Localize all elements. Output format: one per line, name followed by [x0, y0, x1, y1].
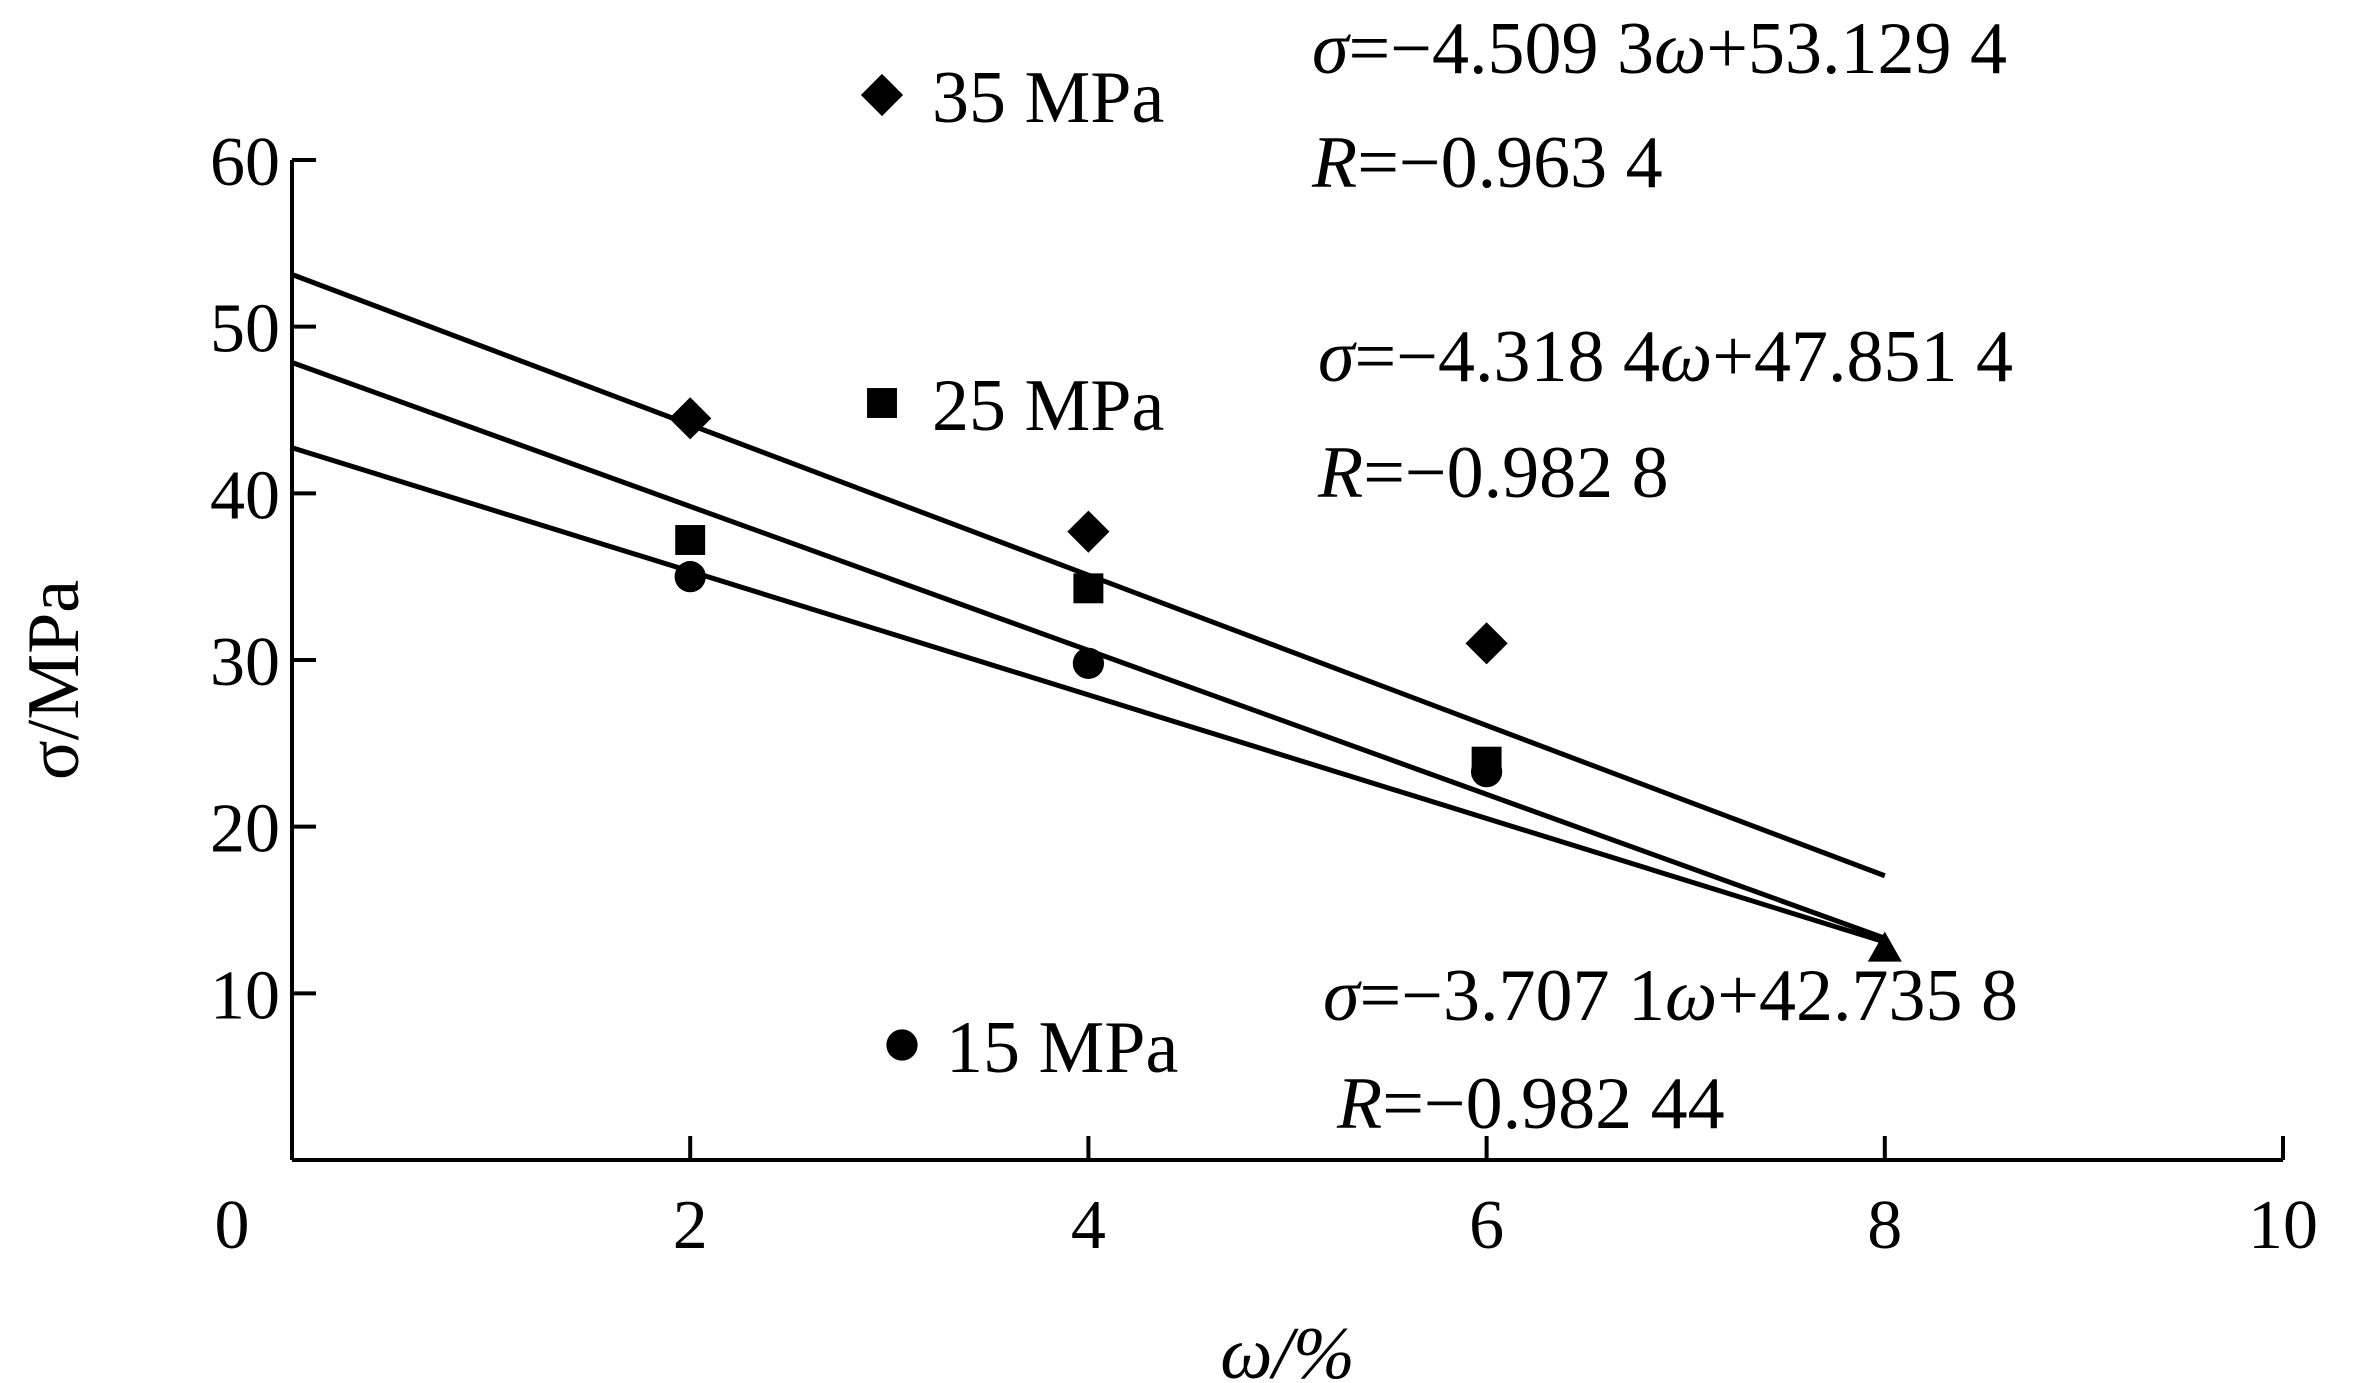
x-tick-label: 6: [1469, 1187, 1504, 1264]
data-point-circle: [1470, 756, 1503, 788]
y-tick-label: 60: [210, 124, 280, 201]
fit-equation-part-1: =−4.318 4: [1355, 316, 1660, 398]
fit-equation-part-0: σ: [1318, 316, 1357, 398]
correlation-label-part-0: R: [1336, 1063, 1382, 1145]
correlation-label: R=−0.982 44: [1336, 1063, 1725, 1145]
data-point-diamond: [860, 73, 904, 117]
y-axis-label: σ/MPa: [13, 580, 95, 780]
legend-label: 25 MPa: [932, 365, 1164, 447]
data-point-square: [1073, 573, 1104, 604]
correlation-label-part-1: =−0.963 4: [1357, 122, 1662, 204]
fit-equation-part-0: σ: [1312, 8, 1351, 90]
fit-equation: σ=−4.318 4ω+47.851 4: [1318, 316, 2013, 398]
data-point-circle: [1072, 647, 1105, 679]
fit-equation: σ=−3.707 1ω+42.735 8: [1323, 955, 2018, 1037]
fit-equation-part-1: =−4.509 3: [1349, 8, 1654, 90]
fit-equation-part-1: =−3.707 1: [1360, 955, 1665, 1037]
data-point-square: [675, 525, 706, 555]
fit-equation: σ=−4.509 3ω+53.129 4: [1312, 8, 2007, 90]
data-point-diamond: [1067, 510, 1110, 553]
y-tick-label: 30: [210, 624, 280, 701]
x-tick-label: 8: [1867, 1187, 1902, 1264]
y-tick-label: 20: [210, 791, 280, 868]
fit-equation-part-2: ω: [1665, 955, 1717, 1037]
fit-line: [291, 445, 1886, 945]
x-tick-label: 0: [215, 1187, 250, 1264]
data-point-circle: [674, 561, 706, 593]
correlation-label-part-1: =−0.982 44: [1382, 1063, 1724, 1145]
fit-equation-part-0: σ: [1323, 955, 1362, 1037]
data-point-triangle: [1867, 931, 1902, 962]
x-tick-label: 10: [2248, 1187, 2318, 1264]
x-tick-label: 4: [1071, 1187, 1106, 1264]
fit-equation-part-2: ω: [1660, 316, 1712, 398]
x-tick-label: 2: [673, 1187, 708, 1264]
data-point-circle: [886, 1029, 918, 1061]
correlation-label-part-0: R: [1317, 432, 1363, 514]
legend-label: 35 MPa: [932, 57, 1164, 139]
y-tick-label: 50: [210, 291, 280, 368]
data-point-square: [867, 388, 897, 418]
data-point-diamond: [669, 397, 712, 440]
fit-equation-part-2: ω: [1654, 8, 1706, 90]
correlation-label: R=−0.963 4: [1311, 122, 1663, 204]
correlation-label: R=−0.982 8: [1317, 432, 1669, 514]
y-tick-label: 10: [210, 957, 280, 1034]
axes: 10 20 30 40 50 60 0 2 4 6 8 10 ω/% σ/MPa: [13, 124, 2318, 1383]
correlation-label-part-1: =−0.982 8: [1363, 432, 1668, 514]
fit-equation-part-3: +47.851 4: [1712, 316, 2013, 398]
x-axis-label: ω/%: [1220, 1313, 1354, 1383]
fit-equation-part-3: +53.129 4: [1706, 8, 2007, 90]
fit-equation-part-3: +42.735 8: [1717, 955, 2018, 1037]
y-tick-label: 40: [210, 457, 280, 534]
legend-label: 15 MPa: [946, 1007, 1178, 1089]
data-point-diamond: [1465, 622, 1508, 665]
correlation-label-part-0: R: [1311, 122, 1357, 204]
data-points: [669, 397, 1902, 962]
